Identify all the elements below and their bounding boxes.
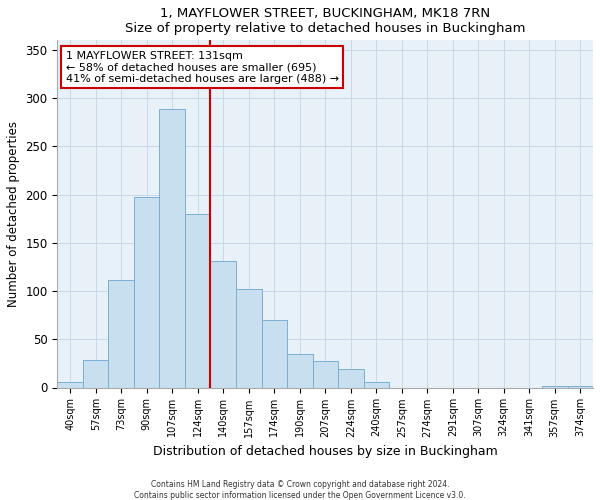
Bar — [109, 280, 134, 388]
Bar — [542, 386, 568, 388]
Bar — [160, 109, 185, 388]
Bar — [568, 386, 593, 388]
Bar — [262, 320, 287, 388]
X-axis label: Distribution of detached houses by size in Buckingham: Distribution of detached houses by size … — [153, 445, 497, 458]
Text: 1 MAYFLOWER STREET: 131sqm
← 58% of detached houses are smaller (695)
41% of sem: 1 MAYFLOWER STREET: 131sqm ← 58% of deta… — [65, 50, 338, 84]
Bar — [58, 382, 83, 388]
Bar — [185, 214, 211, 388]
Bar — [338, 369, 364, 388]
Text: Contains HM Land Registry data © Crown copyright and database right 2024.
Contai: Contains HM Land Registry data © Crown c… — [134, 480, 466, 500]
Bar — [287, 354, 313, 388]
Y-axis label: Number of detached properties: Number of detached properties — [7, 121, 20, 307]
Title: 1, MAYFLOWER STREET, BUCKINGHAM, MK18 7RN
Size of property relative to detached : 1, MAYFLOWER STREET, BUCKINGHAM, MK18 7R… — [125, 7, 526, 35]
Bar — [134, 196, 160, 388]
Bar — [236, 289, 262, 388]
Bar — [211, 261, 236, 388]
Bar — [83, 360, 109, 388]
Bar — [313, 362, 338, 388]
Bar — [364, 382, 389, 388]
